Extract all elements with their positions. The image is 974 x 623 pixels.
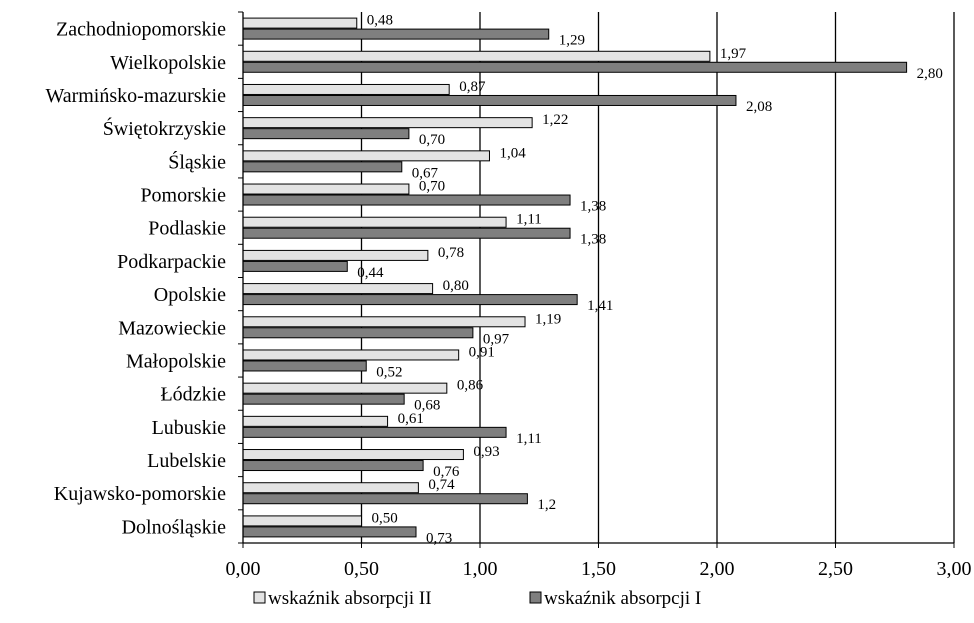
bar	[242, 128, 410, 140]
category-label: Dolnośląskie	[122, 516, 227, 538]
data-label: 1,38	[580, 199, 606, 215]
data-label: 1,11	[516, 431, 542, 447]
bar	[242, 460, 424, 472]
bar	[242, 161, 403, 173]
bar	[242, 449, 464, 461]
bar	[242, 283, 434, 295]
data-label: 0,91	[469, 344, 495, 360]
bar	[242, 382, 448, 394]
legend: wskaźnik absorpcji II wskaźnik absorpcji …	[253, 588, 701, 609]
category-label: Pomorskie	[140, 185, 226, 207]
data-label: 0,73	[426, 530, 452, 546]
x-tick-label: 0,50	[344, 558, 379, 580]
bar	[242, 515, 362, 527]
bar	[242, 526, 417, 538]
legend-swatch	[253, 591, 266, 604]
data-label: 0,80	[443, 278, 469, 294]
legend-swatch	[529, 591, 542, 604]
x-tick-label: 3,00	[937, 558, 972, 580]
data-label: 1,22	[542, 112, 568, 128]
category-label: Łódzkie	[160, 384, 226, 406]
bars	[242, 17, 908, 538]
data-label: 0,93	[473, 444, 499, 460]
bar	[242, 216, 507, 228]
x-tick-label: 2,50	[818, 558, 853, 580]
bar	[242, 415, 389, 427]
data-label: 0,48	[367, 13, 393, 29]
bar	[242, 194, 571, 206]
x-tick-label: 2,00	[700, 558, 735, 580]
bar	[242, 61, 908, 73]
bar	[242, 28, 550, 40]
bar	[242, 294, 578, 306]
category-label: Mazowieckie	[118, 317, 226, 339]
data-label: 0,50	[372, 510, 398, 526]
data-label: 0,78	[438, 245, 464, 261]
bar	[242, 150, 490, 162]
axes	[238, 11, 955, 548]
category-label: Lubuskie	[152, 417, 227, 439]
data-label: 1,29	[559, 33, 585, 49]
data-label: 1,11	[516, 212, 542, 228]
category-label: Świętokrzyskie	[103, 116, 226, 140]
bar	[242, 227, 571, 239]
category-label: Podkarpackie	[117, 251, 226, 273]
x-tick-label: 0,00	[226, 558, 261, 580]
category-label: Śląskie	[168, 149, 226, 173]
category-label: Warmińsko-mazurskie	[45, 85, 226, 107]
bar	[242, 482, 419, 494]
data-labels: 0,48 1,29 1,97 2,80 0,87 2,08 1,22 0,70 1,04 0,67…	[357, 13, 943, 547]
bar	[242, 83, 450, 95]
category-label: Lubelskie	[147, 450, 226, 472]
data-label: 0,67	[412, 165, 439, 181]
data-label: 0,68	[414, 398, 440, 414]
data-label: 0,97	[483, 331, 510, 347]
bar	[242, 360, 367, 372]
data-label: 0,52	[376, 364, 402, 380]
bar	[242, 493, 528, 505]
data-label: 0,87	[459, 79, 486, 95]
data-label: 1,41	[587, 298, 613, 314]
category-label: Zachodniopomorskie	[56, 19, 226, 41]
data-label: 1,04	[499, 145, 526, 161]
category-label: Wielkopolskie	[110, 52, 226, 74]
bar	[242, 393, 405, 405]
data-label: 2,08	[746, 99, 772, 115]
legend-label: wskaźnik absorpcji II	[268, 588, 432, 609]
x-tick-labels: 0,00 0,50 1,00 1,50 2,00 2,50 3,00	[226, 558, 972, 580]
bar	[242, 117, 533, 129]
category-label: Opolskie	[154, 284, 226, 306]
data-label: 0,70	[419, 179, 445, 195]
data-label: 0,86	[457, 378, 484, 394]
data-label: 0,61	[398, 411, 424, 427]
category-label: Kujawsko-pomorskie	[54, 483, 226, 505]
x-tick-label: 1,50	[581, 558, 616, 580]
data-label: 1,2	[537, 497, 556, 513]
data-label: 1,38	[580, 232, 606, 248]
data-label: 0,74	[428, 477, 455, 493]
category-label: Małopolskie	[126, 350, 226, 372]
bar	[242, 316, 526, 328]
data-label: 1,97	[720, 46, 747, 62]
x-tick-label: 1,00	[463, 558, 498, 580]
data-label: 0,70	[419, 132, 445, 148]
bar	[242, 426, 507, 438]
bar	[242, 349, 460, 361]
data-label: 1,19	[535, 311, 561, 327]
bar	[242, 327, 474, 339]
bar	[242, 183, 410, 195]
bar	[242, 94, 737, 106]
data-label: 0,76	[433, 464, 460, 480]
legend-label: wskaźnik absorpcji I	[544, 588, 701, 609]
data-label: 0,44	[357, 265, 384, 281]
bar	[242, 50, 711, 62]
bar	[242, 249, 429, 261]
data-label: 2,80	[917, 66, 943, 82]
category-label: Podlaskie	[148, 218, 226, 240]
bar	[242, 260, 348, 272]
bar	[242, 17, 358, 29]
category-labels: Zachodniopomorskie Wielkopolskie Warmińsko…	[45, 19, 226, 539]
